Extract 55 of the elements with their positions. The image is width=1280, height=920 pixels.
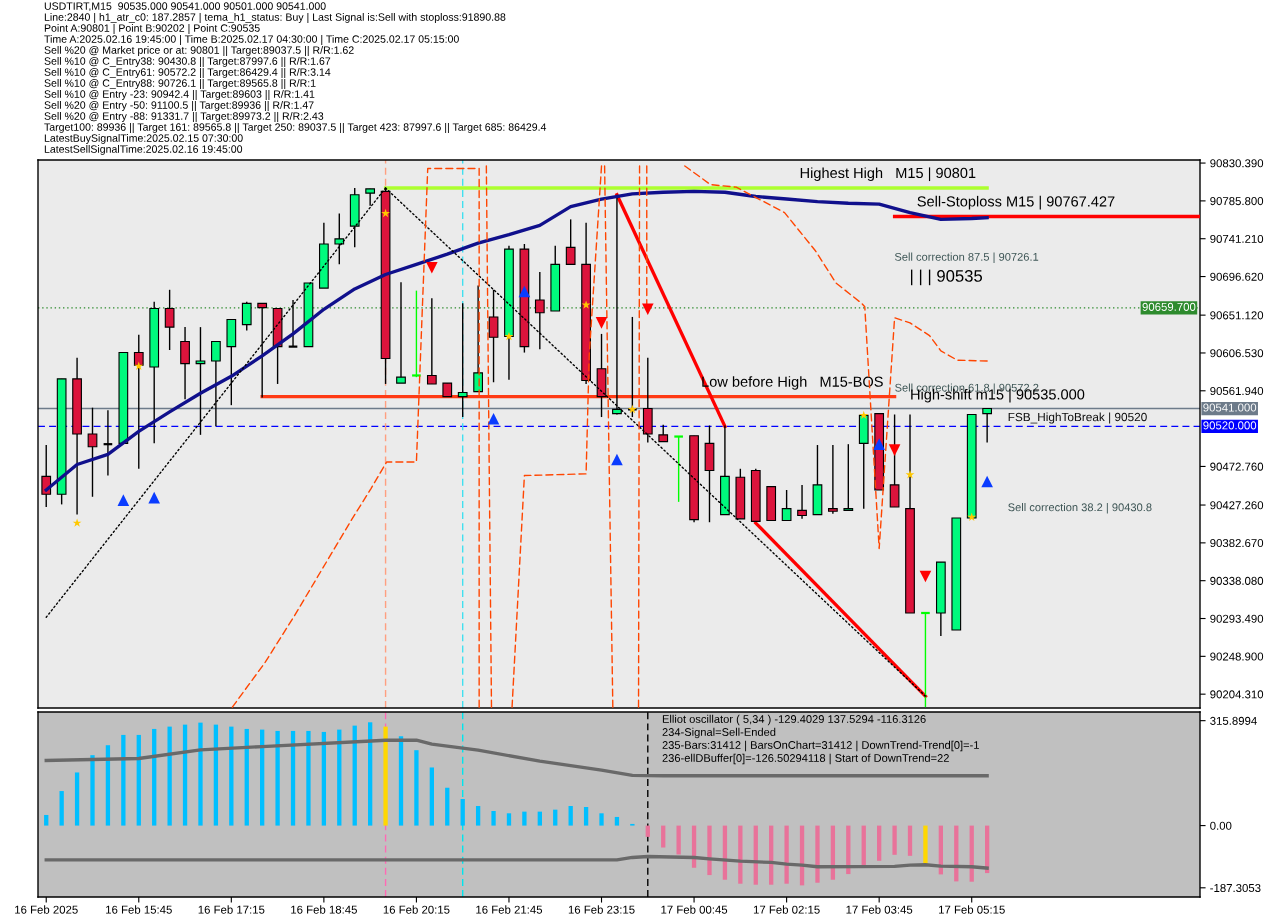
text: Sell %10 @ C_Entry38: 90430.8 || Target:87997.6 || R/R:1.67 bbox=[44, 57, 331, 67]
annotation: Elliot oscillator ( 5,34 ) -129.4029 137.5294 -116.3126 bbox=[662, 714, 926, 726]
annotation: Sell correction 87.5 | 90726.1 bbox=[894, 252, 1039, 264]
text: Sell %10 @ C_Entry88: 90726.1 || Target:89565.8 || R/R:1 bbox=[44, 79, 316, 89]
y-tick-label: 90427.260 bbox=[1210, 501, 1264, 510]
text: Line:2840 | h1_atr_c0: 187.2857 | tema_h1_status: Buy | Last Signal is:Sell with stoploss:91890.88 bbox=[44, 13, 506, 23]
y-tick-label: 90561.940 bbox=[1210, 386, 1264, 396]
text: LatestBuySignalTime:2025.02.15 07:30:00 bbox=[44, 134, 243, 144]
annotation: FSB_HighToBreak | 90520 bbox=[1008, 412, 1147, 424]
y-tick-label: 90382.670 bbox=[1210, 539, 1264, 548]
y-tick-label: 90248.900 bbox=[1210, 652, 1264, 661]
y-tick-label: 90338.080 bbox=[1210, 576, 1264, 585]
x-tick-label: 16 Feb 23:15 bbox=[568, 905, 635, 914]
y-tick-label: 315.8994 bbox=[1210, 716, 1257, 725]
text: Sell %20 @ Market price or at: 90801 || Target:89037.5 || R/R:1.62 bbox=[44, 46, 354, 56]
x-tick-label: 16 Feb 15:45 bbox=[106, 905, 172, 914]
x-tick-label: 16 Feb 20:15 bbox=[383, 905, 450, 914]
chart-title: USDTIRT,M15 90535.000 90541.000 90501.000 90541.000 bbox=[44, 2, 326, 12]
y-tick-label: 90293.490 bbox=[1210, 614, 1264, 623]
x-tick-label: 16 Feb 2025 bbox=[15, 905, 78, 914]
x-tick-label: 17 Feb 02:15 bbox=[753, 905, 820, 914]
text: Sell %10 @ Entry -23: 90942.4 || Target:89603 || R/R:1.41 bbox=[44, 90, 315, 100]
annotation: 235-Bars:31412 | BarsOnChart=31412 | DownTrend-Trend[0]=-1 bbox=[662, 740, 979, 752]
annotation: Sell correction 38.2 | 90430.8 bbox=[1008, 503, 1152, 514]
y-tick-label: 90651.120 bbox=[1210, 311, 1264, 320]
x-tick-label: 16 Feb 21:45 bbox=[476, 905, 543, 914]
y-tick-label: 90741.210 bbox=[1210, 234, 1264, 243]
x-tick-label: 17 Feb 03:45 bbox=[846, 905, 913, 914]
text: LatestSellSignalTime:2025.02.16 19:45:00 bbox=[44, 145, 243, 155]
text: Sell %20 @ Entry -88: 91331.7 || Target:89973.2 || R/R:2.43 bbox=[44, 112, 324, 122]
y-tick-label: 90472.760 bbox=[1210, 462, 1264, 471]
text: Sell %20 @ Entry -50: 91100.5 || Target:89936 || R/R:1.47 bbox=[44, 101, 314, 111]
ref-line-label: 90520.000 bbox=[1203, 421, 1257, 430]
y-tick-label: 90696.620 bbox=[1210, 272, 1264, 281]
annotation: 234-Signal=Sell-Ended bbox=[662, 727, 776, 739]
y-tick-label: 90785.800 bbox=[1210, 197, 1264, 206]
y-tick-label: 90204.310 bbox=[1210, 690, 1264, 699]
annotation: 236-ellDBuffer[0]=-126.50294118 | Start of DownTrend=22 bbox=[662, 753, 949, 765]
ref-line-label: 90659.700 bbox=[1142, 302, 1196, 311]
x-tick-label: 17 Feb 05:15 bbox=[939, 905, 1005, 914]
y-tick-label: 90606.530 bbox=[1210, 349, 1264, 358]
x-tick-label: 16 Feb 17:15 bbox=[198, 905, 265, 914]
text: Point A:90801 | Point B:90202 | Point C:90535 bbox=[44, 24, 260, 34]
y-tick-label: -187.3053 bbox=[1210, 883, 1261, 893]
x-tick-label: 16 Feb 18:45 bbox=[291, 905, 357, 914]
ref-line-label: 90541.000 bbox=[1203, 403, 1257, 412]
series-label: Sell-Stoploss M15 | 90767.427 bbox=[917, 195, 1115, 210]
text: Target100: 89936 || Target 161: 89565.8 || Target 250: 89037.5 || Target 423: 87997.6 || Target 685: 86429.4 bbox=[44, 123, 547, 133]
annotation: | | | 90535 bbox=[910, 269, 983, 286]
x-tick-label: 17 Feb 00:45 bbox=[661, 905, 728, 914]
text: Sell %10 @ C_Entry61: 90572.2 || Target:86429.4 || R/R:3.14 bbox=[44, 68, 331, 78]
text: Time A:2025.02.16 19:45:00 | Time B:2025.02.17 04:30:00 | Time C:2025.02.17 05:15:00 bbox=[44, 35, 459, 45]
series-label: Highest High M15 | 90801 bbox=[800, 167, 976, 182]
y-tick-label: 90830.390 bbox=[1210, 159, 1264, 168]
y-tick-label: 0.00 bbox=[1210, 821, 1232, 830]
